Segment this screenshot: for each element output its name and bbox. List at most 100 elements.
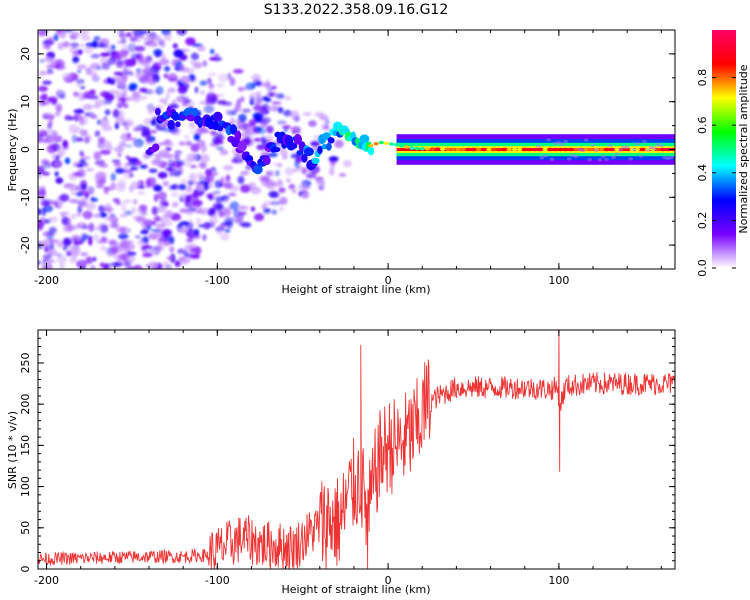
spectral-blob [153, 193, 159, 202]
spectral-blob [224, 228, 231, 233]
spectral-blob [334, 139, 344, 149]
spectral-blob [178, 63, 185, 72]
spectral-blob [328, 167, 335, 176]
y-tick-label: 10 [19, 95, 32, 109]
spectral-blob [161, 229, 173, 237]
spectral-blob [181, 255, 191, 264]
spectral-blob [101, 236, 108, 244]
spectral-blob [207, 72, 217, 76]
ridge-core [640, 147, 646, 152]
spectral-blob [207, 207, 216, 217]
spectral-blob [271, 101, 282, 105]
haze-blob [614, 152, 620, 156]
haze-blob [641, 139, 647, 144]
ridge-core [409, 146, 415, 150]
spectral-blob [251, 73, 262, 82]
spectral-blob [260, 107, 269, 112]
spectral-blob [99, 224, 109, 234]
spectral-blob [199, 207, 209, 215]
spectral-blob [181, 101, 189, 107]
spectral-blob [62, 245, 68, 251]
spectral-blob [61, 216, 69, 226]
spectral-blob [70, 247, 81, 255]
spectral-blob [73, 126, 84, 134]
spectral-blob [48, 200, 58, 205]
spectral-blob [207, 95, 213, 99]
spectral-blob [292, 189, 297, 194]
spectral-blob [294, 160, 300, 169]
y-tick-label: 0 [19, 146, 32, 153]
spectral-blob [250, 206, 256, 212]
spectral-blob [117, 96, 127, 102]
spectral-blob [141, 253, 153, 258]
haze-blob [573, 154, 579, 159]
spectral-blob [144, 219, 154, 227]
spectral-blob [199, 90, 206, 96]
spectral-blob [233, 118, 241, 126]
spectral-blob [260, 175, 271, 182]
spectral-blob [46, 259, 56, 264]
spectral-blob [212, 171, 219, 177]
spectral-blob [93, 233, 99, 242]
ridge-core [440, 147, 446, 151]
spectral-blob [244, 128, 252, 134]
x-tick-label: 0 [385, 274, 392, 287]
spectral-blob [209, 215, 219, 225]
spectral-blob [38, 208, 42, 216]
spectral-blob [177, 86, 188, 95]
spectral-blob [210, 191, 216, 201]
spectral-blob [116, 182, 126, 192]
colorbar-axis: 0.0 0.2 0.4 0.6 0.8 [696, 69, 736, 277]
spectral-blob [40, 197, 46, 206]
colorbar-tick-label: 0.0 [696, 259, 709, 277]
spectral-blob [167, 87, 176, 93]
spectral-blob [212, 202, 223, 211]
spectral-blob [248, 121, 255, 127]
spectral-blob [253, 105, 263, 112]
spectral-blob [186, 153, 198, 162]
spectral-blob [100, 52, 110, 57]
spectral-blob [193, 133, 201, 141]
spectral-blob [234, 103, 242, 113]
spectral-blob [122, 199, 132, 204]
ridge-core [378, 140, 384, 145]
ridge-blob [167, 119, 175, 130]
spectral-blob [109, 222, 120, 229]
spectral-blob [163, 73, 168, 79]
spectral-blob [202, 234, 207, 241]
ridge-core [435, 147, 441, 151]
spectral-blob [78, 236, 87, 243]
spectral-blob [164, 65, 171, 72]
ridge-core [660, 147, 666, 152]
ridge-blob [175, 121, 181, 128]
colorbar-tick-label: 0.4 [696, 164, 709, 182]
ridge-blob [166, 106, 172, 117]
spectral-blob [266, 181, 276, 191]
spectral-blob [140, 74, 150, 84]
spectral-blob [104, 93, 115, 102]
x-tick-label: -200 [34, 574, 59, 587]
spectral-blob [124, 58, 135, 67]
spectral-blob [264, 135, 274, 144]
spectral-blob [163, 31, 172, 41]
spectral-blob [198, 161, 207, 169]
spectral-blob [176, 30, 188, 36]
haze-blob [624, 145, 630, 150]
spectral-blob [91, 70, 97, 80]
spectral-blob [296, 128, 301, 135]
spectral-blob [249, 95, 255, 105]
spectral-blob [155, 86, 164, 95]
spectral-blob [87, 95, 99, 100]
spectral-blob [110, 172, 117, 182]
spectral-blob [39, 58, 45, 64]
spectral-blob [127, 157, 139, 163]
spectral-blob [41, 40, 51, 46]
spectral-blob [176, 159, 184, 164]
ridge-core [558, 147, 564, 152]
y-tick-label: -20 [19, 236, 32, 254]
spectral-blob [172, 169, 182, 177]
spectral-blob [237, 175, 245, 185]
spectral-blob [253, 137, 261, 142]
spectral-blob [232, 208, 242, 218]
spectral-blob [75, 137, 84, 142]
